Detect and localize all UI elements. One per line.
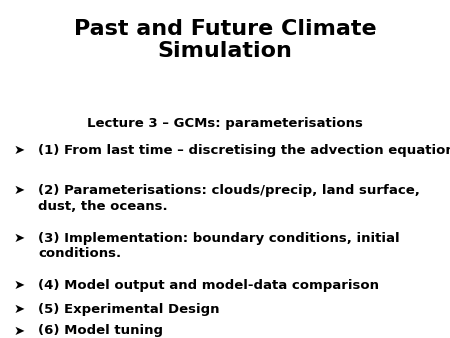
Text: (2) Parameterisations: clouds/precip, land surface,
dust, the oceans.: (2) Parameterisations: clouds/precip, la… [38,184,420,213]
Text: (4) Model output and model-data comparison: (4) Model output and model-data comparis… [38,279,379,292]
Text: ➤: ➤ [14,144,25,156]
Text: ➤: ➤ [14,279,25,292]
Text: ➤: ➤ [14,303,25,315]
Text: ➤: ➤ [14,184,25,197]
Text: (6) Model tuning: (6) Model tuning [38,324,163,337]
Text: (1) From last time – discretising the advection equation: (1) From last time – discretising the ad… [38,144,450,156]
Text: ➤: ➤ [14,232,25,244]
Text: Lecture 3 – GCMs: parameterisations: Lecture 3 – GCMs: parameterisations [87,117,363,129]
Text: (5) Experimental Design: (5) Experimental Design [38,303,220,315]
Text: Past and Future Climate
Simulation: Past and Future Climate Simulation [74,19,376,61]
Text: ➤: ➤ [14,324,25,337]
Text: (3) Implementation: boundary conditions, initial
conditions.: (3) Implementation: boundary conditions,… [38,232,400,260]
